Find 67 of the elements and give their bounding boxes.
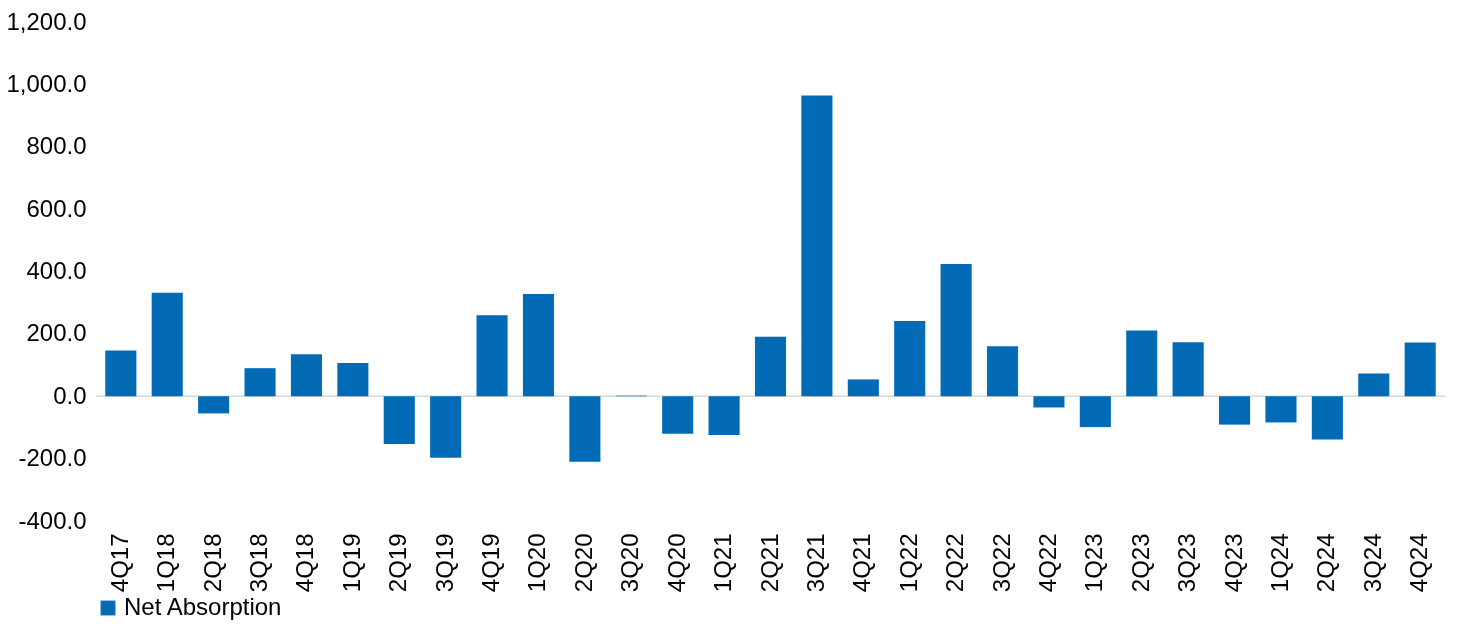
- x-tick-label: 4Q23: [1219, 533, 1247, 593]
- bar: [244, 368, 276, 397]
- x-tick-label: 1Q23: [1080, 533, 1108, 593]
- x-tick-label: 2Q23: [1126, 533, 1154, 593]
- bar: [801, 95, 833, 397]
- x-tick-label: 2Q24: [1312, 533, 1340, 593]
- x-tick-label: 3Q19: [430, 533, 458, 593]
- x-tick-label: 1Q20: [523, 533, 551, 593]
- x-tick-label: 4Q21: [848, 533, 876, 593]
- x-tick-label: 4Q19: [477, 533, 505, 593]
- bar: [1311, 396, 1343, 440]
- bar: [894, 321, 926, 397]
- bar: [430, 396, 462, 458]
- x-tick-label: 4Q22: [1033, 533, 1061, 593]
- y-tick-label: 400.0: [26, 257, 87, 284]
- y-tick-label: 600.0: [26, 194, 87, 222]
- bar: [290, 354, 322, 397]
- bar: [476, 315, 508, 397]
- x-tick-label: 1Q24: [1265, 533, 1293, 593]
- bar: [151, 292, 183, 397]
- x-tick-label: 4Q20: [662, 533, 690, 593]
- legend-label: Net Absorption: [124, 593, 282, 620]
- y-tick-label: 200.0: [26, 319, 87, 347]
- bar: [569, 396, 601, 462]
- y-tick-label: 1,000.0: [6, 69, 87, 97]
- bar: [708, 396, 740, 435]
- bar: [1265, 396, 1297, 423]
- x-tick-label: 3Q21: [801, 533, 829, 593]
- y-tick-label: 800.0: [26, 132, 87, 160]
- x-tick-label: 3Q20: [616, 533, 644, 593]
- bar: [337, 362, 369, 397]
- bar: [1079, 396, 1111, 428]
- x-tick-label: 2Q18: [198, 533, 226, 593]
- bar: [1033, 396, 1065, 408]
- bar: [754, 336, 787, 397]
- bar: [986, 346, 1019, 397]
- bar: [1126, 330, 1158, 397]
- x-tick-label: 2Q21: [755, 533, 783, 593]
- x-tick-label: 3Q22: [987, 533, 1015, 593]
- bar: [383, 396, 415, 444]
- y-tick-label: 0.0: [53, 381, 87, 409]
- x-tick-label: 4Q17: [105, 533, 133, 593]
- bar: [522, 293, 555, 397]
- x-tick-label: 1Q18: [152, 533, 180, 593]
- y-tick-label: 1,200.0: [6, 7, 87, 35]
- bar: [847, 379, 879, 397]
- x-tick-label: 3Q18: [245, 533, 273, 593]
- y-tick-label: -400.0: [18, 506, 87, 534]
- bar: [1358, 373, 1390, 397]
- x-tick-label: 4Q18: [291, 533, 319, 593]
- bar: [940, 264, 972, 397]
- y-tick-label: -200.0: [18, 444, 87, 472]
- bar: [198, 396, 230, 414]
- x-tick-label: 3Q23: [1173, 533, 1201, 593]
- bar: [1172, 342, 1204, 397]
- bar: [105, 350, 137, 397]
- x-tick-label: 4Q24: [1405, 533, 1433, 593]
- x-tick-label: 2Q20: [569, 533, 597, 593]
- x-tick-label: 2Q19: [384, 533, 412, 593]
- x-tick-label: 1Q22: [894, 533, 922, 593]
- x-tick-label: 3Q24: [1358, 533, 1386, 593]
- bar: [1404, 342, 1436, 397]
- x-tick-label: 2Q22: [941, 533, 969, 593]
- x-tick-label: 1Q21: [709, 533, 737, 593]
- x-tick-label: 1Q19: [337, 533, 365, 593]
- bar: [1219, 396, 1251, 425]
- bar: [662, 396, 694, 434]
